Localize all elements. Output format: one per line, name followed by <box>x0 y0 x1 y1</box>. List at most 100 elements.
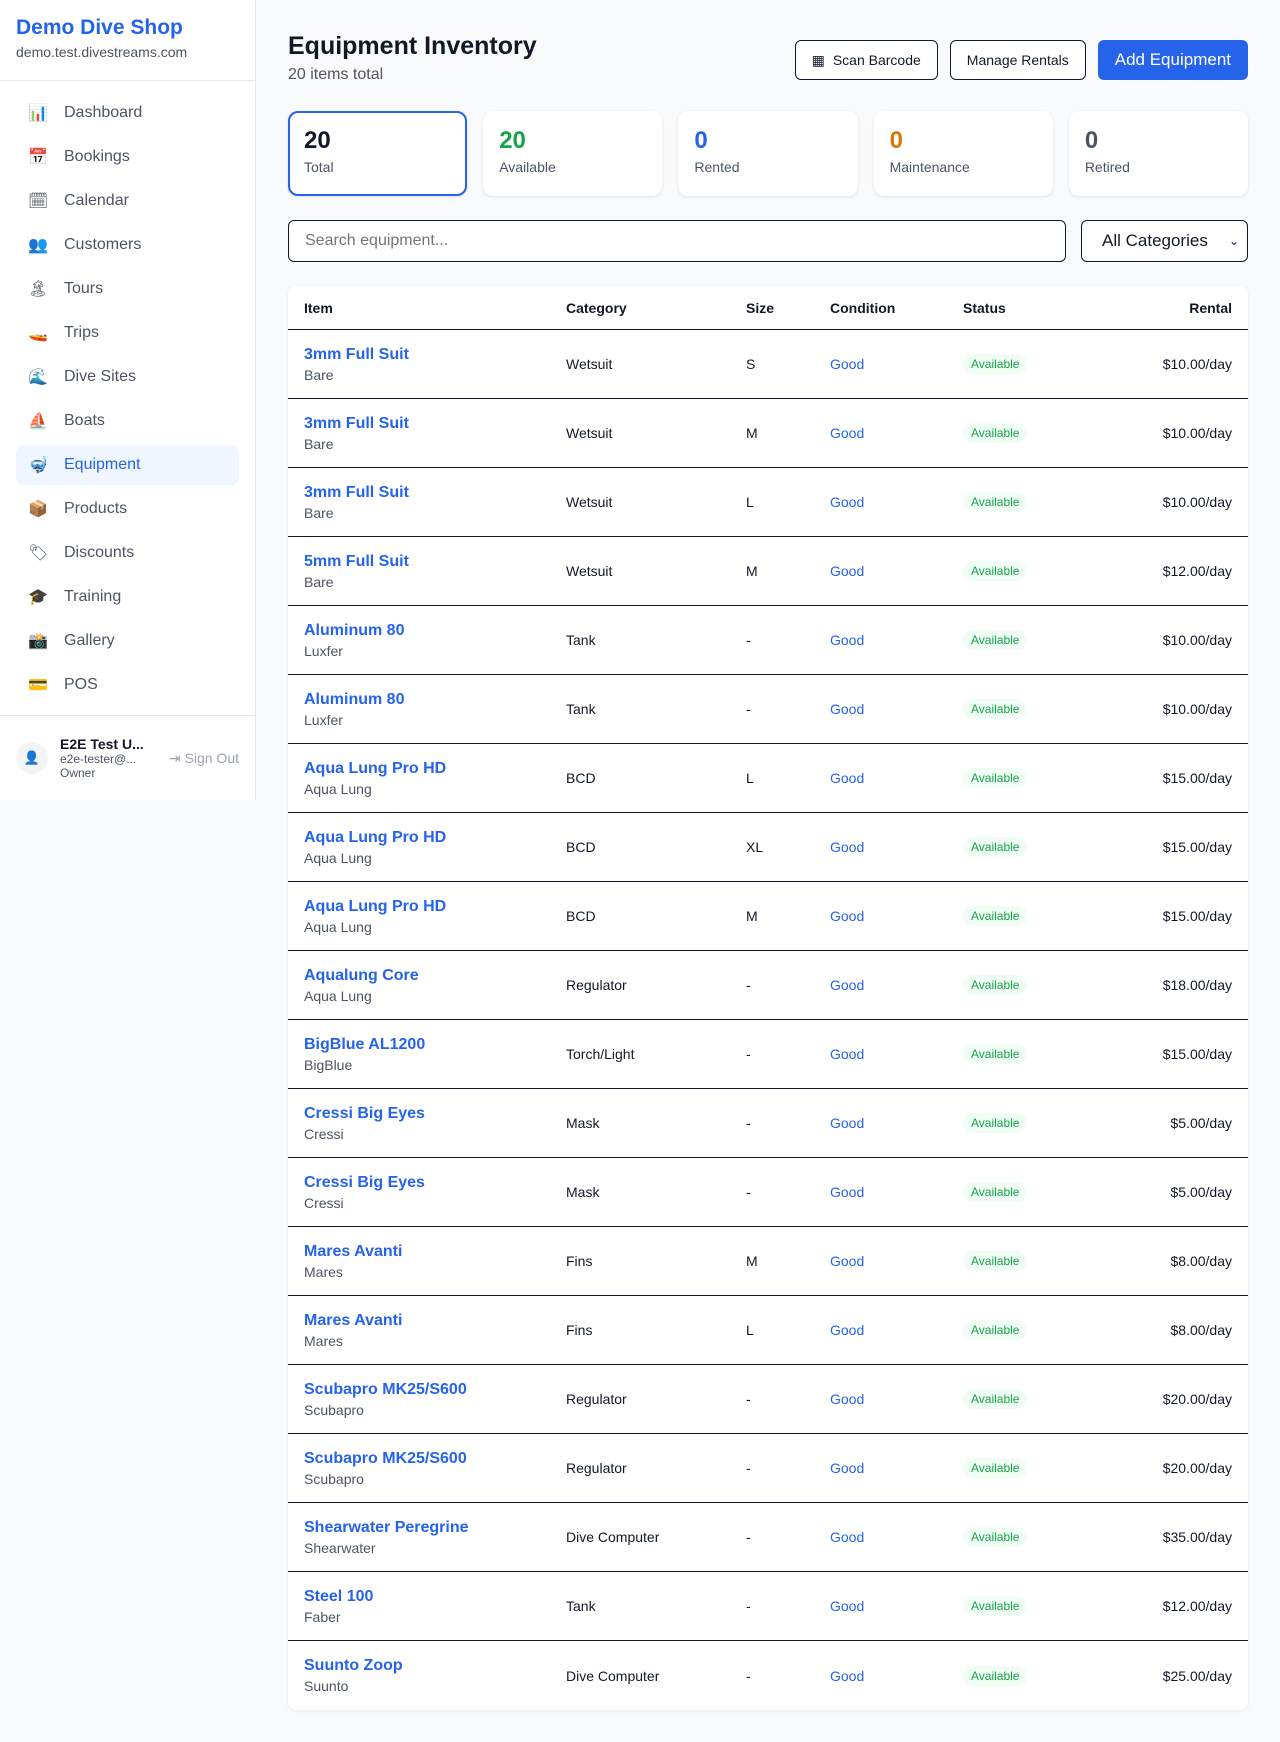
item-name-link[interactable]: 3mm Full Suit <box>304 483 409 501</box>
stat-card-maintenance[interactable]: 0 Maintenance <box>873 111 1053 196</box>
condition: Good <box>830 770 865 786</box>
status-cell: Available <box>963 354 1123 374</box>
size: M <box>746 1253 758 1269</box>
sidebar-item-products[interactable]: 📦 Products <box>16 489 239 529</box>
sidebar-item-calendar[interactable]: 🗓 Calendar <box>16 181 239 221</box>
table-row[interactable]: 5mm Full Suit Bare Wetsuit M Good Available $1… <box>288 537 1248 606</box>
stat-card-total[interactable]: 20 Total <box>288 111 468 196</box>
condition: Good <box>830 1115 865 1131</box>
status-cell: Available <box>963 837 1123 857</box>
item-name-link[interactable]: 3mm Full Suit <box>304 414 409 432</box>
item-name-link[interactable]: Scubapro MK25/S600 <box>304 1449 467 1467</box>
sign-out-label: Sign Out <box>184 749 239 766</box>
item-cell: BigBlue AL1200 BigBlue <box>288 1036 566 1073</box>
column-header-status[interactable]: Status <box>963 299 1006 316</box>
category-select[interactable]: All Categories ⌄ <box>1081 220 1248 262</box>
item-brand: Aqua Lung <box>304 849 372 866</box>
table-row[interactable]: Scubapro MK25/S600 Scubapro Regulator - Good… <box>288 1434 1248 1503</box>
stat-card-rented[interactable]: 0 Rented <box>678 111 858 196</box>
status-badge: Available <box>963 423 1028 443</box>
table-row[interactable]: Shearwater Peregrine Shearwater Dive Compu… <box>288 1503 1248 1572</box>
table-row[interactable]: Aluminum 80 Luxfer Tank - Good Available $10.0… <box>288 675 1248 744</box>
scan-barcode-button[interactable]: ▦ Scan Barcode <box>794 40 938 80</box>
table-row[interactable]: 3mm Full Suit Bare Wetsuit L Good Available $1… <box>288 468 1248 537</box>
item-name-link[interactable]: Cressi Big Eyes <box>304 1173 425 1191</box>
sidebar-item-pos[interactable]: 💳 POS <box>16 665 239 705</box>
item-brand: Scubapro <box>304 1401 364 1418</box>
sidebar-item-equipment[interactable]: 🤿 Equipment <box>16 445 239 485</box>
table-row[interactable]: Cressi Big Eyes Cressi Mask - Good Available $… <box>288 1089 1248 1158</box>
table-row[interactable]: Mares Avanti Mares Fins M Good Available $8.00… <box>288 1227 1248 1296</box>
item-name-link[interactable]: Aluminum 80 <box>304 690 405 708</box>
stats-row: 20 Total 20 Available 0 Rented 0 Maintenance 0 Re… <box>288 111 1249 196</box>
column-header-condition[interactable]: Condition <box>830 299 896 316</box>
customers-icon: 👥 <box>28 237 48 254</box>
sidebar-item-tours[interactable]: 🏝 Tours <box>16 269 239 309</box>
user-icon: 👤 <box>16 742 48 774</box>
size: - <box>746 1460 751 1476</box>
scan-barcode-label: Scan Barcode <box>832 52 921 68</box>
stat-card-available[interactable]: 20 Available <box>483 111 663 196</box>
stat-card-retired[interactable]: 0 Retired <box>1068 111 1249 196</box>
column-header-item[interactable]: Item <box>304 299 333 316</box>
shop-name[interactable]: Demo Dive Shop <box>16 16 183 39</box>
sidebar-item-training[interactable]: 🎓 Training <box>16 577 239 617</box>
item-name-link[interactable]: 3mm Full Suit <box>304 345 409 363</box>
item-name-link[interactable]: 5mm Full Suit <box>304 552 409 570</box>
table-row[interactable]: Scubapro MK25/S600 Scubapro Regulator - Good… <box>288 1365 1248 1434</box>
item-cell: Mares Avanti Mares <box>288 1312 566 1349</box>
item-name-link[interactable]: Aluminum 80 <box>304 621 405 639</box>
add-equipment-button[interactable]: Add Equipment <box>1097 40 1248 80</box>
item-name-link[interactable]: Suunto Zoop <box>304 1657 403 1674</box>
item-name-link[interactable]: Scubapro MK25/S600 <box>304 1380 467 1398</box>
sidebar-item-customers[interactable]: 👥 Customers <box>16 225 239 265</box>
table-row[interactable]: Aqua Lung Pro HD Aqua Lung BCD XL Good Availa… <box>288 813 1248 882</box>
sidebar-item-boats[interactable]: ⛵ Boats <box>16 401 239 441</box>
table-row[interactable]: 3mm Full Suit Bare Wetsuit S Good Available $1… <box>288 330 1248 399</box>
table-row[interactable]: Cressi Big Eyes Cressi Mask - Good Available $… <box>288 1158 1248 1227</box>
column-header-rental[interactable]: Rental <box>1189 299 1232 316</box>
sidebar-item-trips[interactable]: 🚤 Trips <box>16 313 239 353</box>
table-row[interactable]: Aluminum 80 Luxfer Tank - Good Available $10.0… <box>288 606 1248 675</box>
search-input[interactable] <box>288 220 1066 262</box>
sidebar-item-dive-sites[interactable]: 🌊 Dive Sites <box>16 357 239 397</box>
column-header-size[interactable]: Size <box>746 299 775 316</box>
item-name-link[interactable]: Shearwater Peregrine <box>304 1518 469 1536</box>
table-row[interactable]: 3mm Full Suit Bare Wetsuit M Good Available $1… <box>288 399 1248 468</box>
bookings-icon: 📅 <box>28 149 48 166</box>
table-row[interactable]: Aqua Lung Pro HD Aqua Lung BCD M Good Availab… <box>288 882 1248 951</box>
sidebar-item-bookings[interactable]: 📅 Bookings <box>16 137 239 177</box>
table-row[interactable]: Aqua Lung Pro HD Aqua Lung BCD L Good Availab… <box>288 744 1248 813</box>
sidebar-item-dashboard[interactable]: 📊 Dashboard <box>16 93 239 133</box>
table-row[interactable]: BigBlue AL1200 BigBlue Torch/Light - Good Ava… <box>288 1020 1248 1089</box>
item-name-link[interactable]: Mares Avanti <box>304 1311 403 1329</box>
status-cell: Available <box>963 1527 1123 1547</box>
sidebar-item-discounts[interactable]: 🏷 Discounts <box>16 533 239 573</box>
item-name-link[interactable]: Aqualung Core <box>304 966 419 984</box>
item-name-link[interactable]: Aqua Lung Pro HD <box>304 759 447 777</box>
sign-out-button[interactable]: ⇥ Sign Out <box>169 750 239 767</box>
training-icon: 🎓 <box>28 589 48 606</box>
table-row[interactable]: Aqualung Core Aqua Lung Regulator - Good Avai… <box>288 951 1248 1020</box>
rental-price: $12.00/day <box>1162 563 1232 579</box>
category: Wetsuit <box>566 494 613 510</box>
category: Wetsuit <box>566 425 613 441</box>
item-name-link[interactable]: Aqua Lung Pro HD <box>304 828 447 846</box>
pos-icon: 💳 <box>28 677 48 694</box>
sidebar-item-gallery[interactable]: 📸 Gallery <box>16 621 239 661</box>
item-name-link[interactable]: BigBlue AL1200 <box>304 1035 426 1053</box>
table-row[interactable]: Mares Avanti Mares Fins L Good Available $8.00… <box>288 1296 1248 1365</box>
item-name-link[interactable]: Steel 100 <box>304 1587 374 1605</box>
size: L <box>746 1322 754 1338</box>
manage-rentals-button[interactable]: Manage Rentals <box>949 40 1086 80</box>
status-cell: Available <box>963 1596 1123 1616</box>
item-name-link[interactable]: Cressi Big Eyes <box>304 1104 425 1122</box>
table-row[interactable]: Suunto Zoop Suunto Dive Computer - Good Avail… <box>288 1641 1248 1710</box>
status-badge: Available <box>963 837 1028 857</box>
size: - <box>746 1046 751 1062</box>
item-name-link[interactable]: Mares Avanti <box>304 1242 403 1260</box>
item-name-link[interactable]: Aqua Lung Pro HD <box>304 897 447 915</box>
column-header-category[interactable]: Category <box>566 299 627 316</box>
status-cell: Available <box>963 561 1123 581</box>
table-row[interactable]: Steel 100 Faber Tank - Good Available $12.00/d… <box>288 1572 1248 1641</box>
